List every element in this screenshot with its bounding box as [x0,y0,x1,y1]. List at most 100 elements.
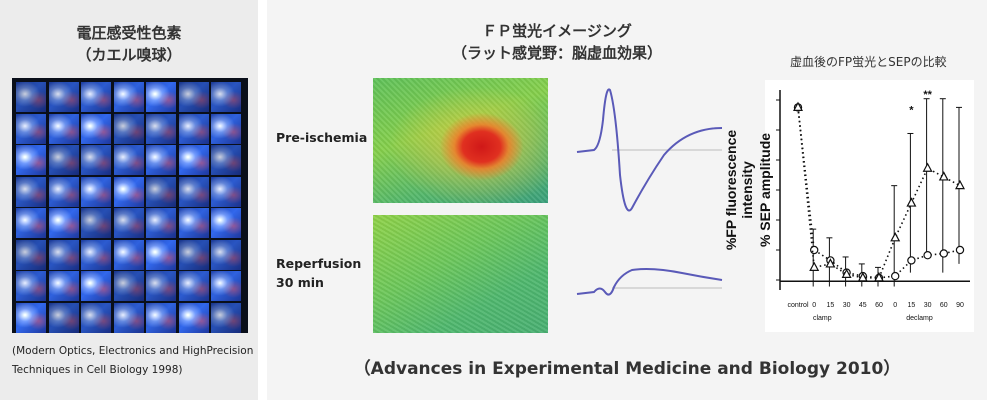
image-tile [81,82,111,112]
x-group-label-declamp: declamp [906,315,933,322]
image-tile [81,113,111,144]
trace-reperfusion [576,268,723,296]
image-tile [211,271,241,301]
image-tile [178,271,209,301]
image-tile [211,145,241,175]
series-line-triangle [797,107,961,279]
image-tile [81,239,111,270]
image-tile [16,271,46,301]
image-tile [211,239,241,270]
y-axis-label: %FP fluorescence [723,130,739,251]
x-tick-label: 15 [908,302,916,309]
left-panel: 電圧感受性色素 （カエル嗅球） (Modern Optics, Electron… [0,0,258,400]
right-title-line1: ＦＰ蛍光イメージング [482,22,632,40]
image-tile [81,271,111,301]
data-point-triangle [825,258,836,268]
image-tile [16,176,46,207]
fp-image-pre-ischemia [373,78,548,203]
series-line-circle [797,107,961,279]
data-point-triangle [857,272,868,282]
data-point-circle [890,271,900,281]
image-tile [211,302,241,333]
image-tile [178,208,209,238]
image-tile [48,271,79,301]
fp-image-reperfusion [373,215,548,333]
x-tick-label: 60 [875,302,883,309]
data-point-circle [907,256,916,265]
image-tile [81,208,111,238]
image-tile [211,113,241,144]
image-tile [16,239,46,270]
image-tile [48,145,79,175]
x-tick-label: 0 [893,302,897,309]
significance-mark: ** [923,89,932,101]
left-title-line1: 電圧感受性色素 [76,24,182,42]
image-tile [113,302,144,333]
image-tile [211,82,241,112]
x-group-label-clamp: clamp [813,315,832,322]
x-tick-label: 45 [859,302,867,309]
image-tile [48,302,79,333]
image-tile [178,113,209,144]
data-point-triangle [890,232,901,242]
chart-title: 虚血後のFP蛍光とSEPの比較 [790,55,947,69]
image-tile [113,82,144,112]
image-tile [16,82,46,112]
chart-marks: *** [793,89,965,287]
y-axis-labels: %FP fluorescence intensity% SEP amplitude [723,130,773,251]
data-point-circle [939,249,948,258]
image-tile [81,145,111,175]
label-reperfusion: Reperfusion [276,256,362,271]
panel-divider [258,0,267,400]
image-tile [178,302,209,333]
image-tile [146,239,176,270]
image-tile [48,176,79,207]
x-tick-label: 60 [940,302,948,309]
data-point-triangle [841,268,852,278]
image-tile [211,176,241,207]
data-point-circle [955,245,965,255]
x-tick-label: 30 [924,302,932,309]
left-title-line2: （カエル嗅球） [76,46,182,64]
image-tile [146,208,176,238]
image-tile [146,302,176,333]
image-tile [146,176,176,207]
data-point-triangle [809,261,820,271]
citation: （Advances in Experimental Medicine and B… [353,359,901,379]
x-tick-label: 90 [956,302,964,309]
image-tile [113,113,144,144]
image-tile [178,82,209,112]
data-point-triangle [955,179,965,190]
image-tile [81,176,111,207]
image-tile [211,208,241,238]
image-tile [113,176,144,207]
image-tile [178,239,209,270]
image-tile [48,239,79,270]
y-axis-label: % SEP amplitude [757,133,773,247]
image-tile [81,302,111,333]
chart-axes: control 0 15 30 45 60 0 15 30 60 90 clamp declamp [776,90,970,322]
image-tile [113,208,144,238]
image-tile [48,113,79,144]
y-axis-label: intensity [739,161,755,219]
x-tick-label: 30 [843,302,851,309]
image-tile [146,82,176,112]
x-tick-label: 15 [827,302,835,309]
label-pre-ischemia: Pre-ischemia [276,130,368,145]
image-tile [146,113,176,144]
image-tile [16,208,46,238]
data-point-triangle [874,272,884,282]
data-point-triangle [793,101,803,111]
left-caption-line2: Techniques in Cell Biology 1998) [12,364,183,376]
data-point-triangle [906,197,917,207]
trace-pre-ischemia [576,88,723,212]
significance-mark: * [909,104,914,116]
image-tile [178,145,209,175]
image-tile [16,302,46,333]
image-tile [16,145,46,175]
data-point-triangle [922,162,933,172]
x-tick-label: 0 [812,302,816,309]
data-point-circle [923,251,932,260]
image-tile [113,271,144,301]
image-tile [16,113,46,144]
